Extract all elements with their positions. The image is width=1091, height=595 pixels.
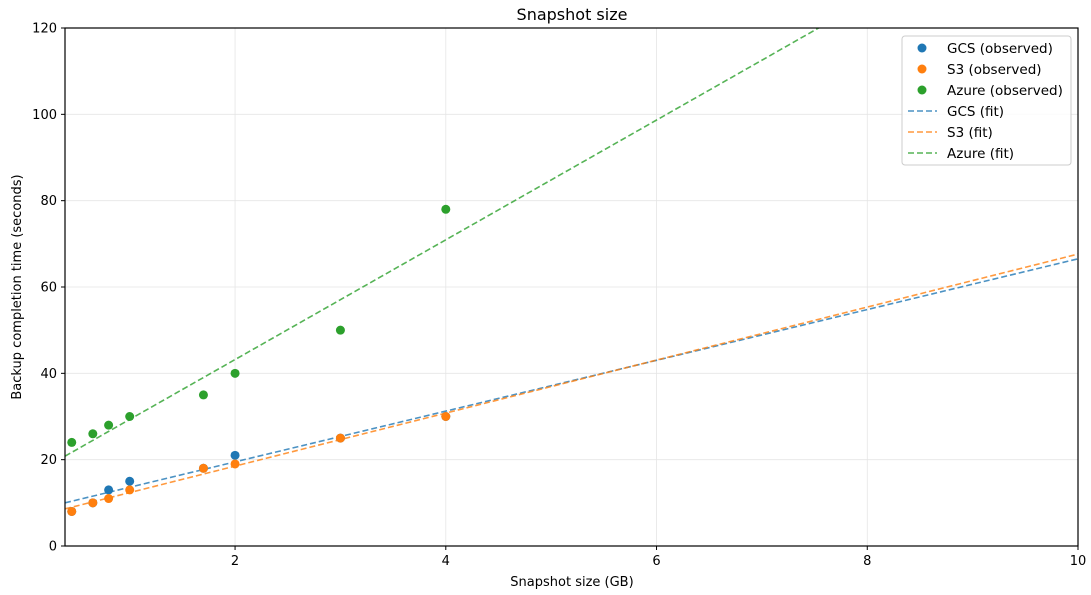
data-point — [198, 390, 208, 400]
y-tick-label: 60 — [40, 281, 57, 296]
legend-box — [901, 35, 1072, 166]
legend-label: S3 (fit) — [947, 125, 993, 141]
data-point — [125, 412, 135, 421]
legend-label: Azure (observed) — [947, 83, 1063, 99]
y-tick-label: 40 — [40, 367, 57, 382]
legend-marker-icon — [917, 43, 927, 53]
data-point — [198, 463, 208, 473]
y-axis-label: Backup completion time (seconds) — [10, 174, 25, 399]
data-point — [125, 476, 135, 486]
y-axis-ticks: 0 20 40 60 80 100 120 — [32, 22, 65, 555]
legend: GCS (observed) S3 (observed) Azure (observ… — [901, 35, 1072, 166]
legend-marker-icon — [917, 64, 927, 74]
data-point — [230, 450, 240, 460]
x-tick-label: 8 — [863, 554, 871, 569]
y-tick-label: 100 — [32, 108, 57, 123]
legend-label: S3 (observed) — [947, 62, 1042, 78]
y-tick-label: 120 — [32, 22, 57, 37]
legend-marker-icon — [917, 85, 927, 95]
y-tick-label: 80 — [40, 194, 57, 209]
data-point — [67, 506, 77, 516]
y-tick-label: 0 — [49, 540, 57, 555]
data-point — [230, 368, 240, 378]
data-point — [441, 204, 451, 214]
fit-line — [65, 28, 821, 457]
x-tick-label: 4 — [442, 554, 450, 569]
data-point — [230, 459, 240, 469]
data-point — [88, 498, 98, 508]
legend-label: GCS (observed) — [947, 41, 1053, 57]
data-point — [335, 433, 345, 443]
legend-label: Azure (fit) — [947, 146, 1014, 162]
data-points — [67, 204, 451, 516]
data-point — [441, 412, 451, 421]
y-tick-label: 20 — [40, 453, 57, 468]
data-point — [104, 420, 114, 430]
data-point — [67, 437, 77, 447]
x-axis-label: Snapshot size (GB) — [510, 575, 633, 590]
legend-label: GCS (fit) — [947, 104, 1004, 120]
x-axis-ticks: 2 4 6 8 10 — [231, 546, 1086, 569]
x-tick-label: 10 — [1070, 554, 1087, 569]
data-point — [335, 325, 345, 335]
chart-title: Snapshot size — [517, 5, 628, 24]
data-point — [88, 429, 98, 439]
data-point — [104, 494, 114, 504]
x-tick-label: 2 — [231, 554, 239, 569]
data-point — [125, 485, 135, 495]
data-point — [104, 485, 114, 495]
x-tick-label: 6 — [652, 554, 660, 569]
